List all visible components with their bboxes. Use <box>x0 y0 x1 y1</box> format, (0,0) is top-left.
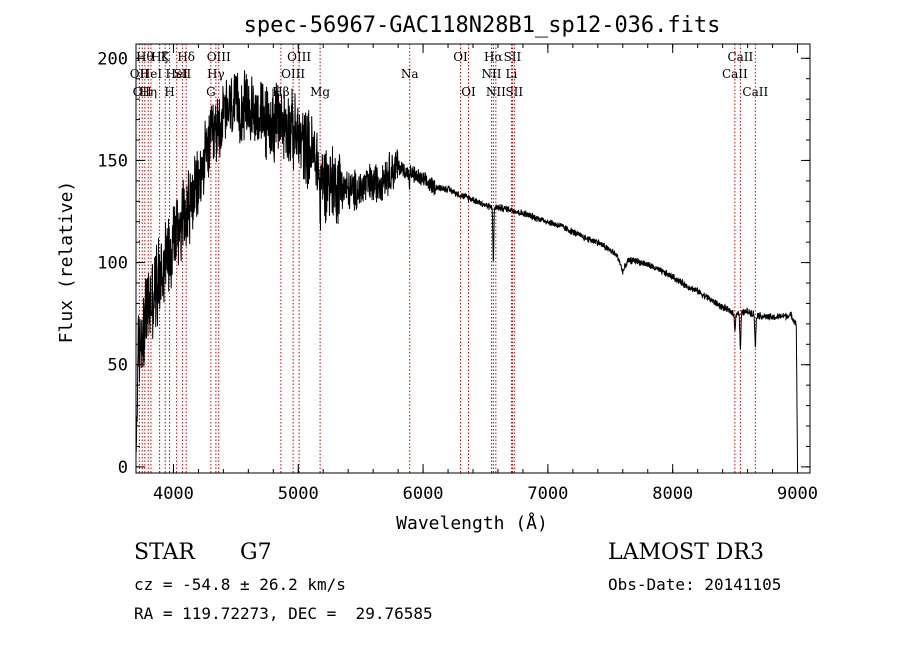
spectrum-line <box>135 70 798 467</box>
spectral-line-label: HeI <box>140 67 163 81</box>
spectral-line-label: NII <box>481 67 501 81</box>
spectral-line-label: Hζ <box>151 50 168 64</box>
spectral-line-label: HeI <box>166 67 189 81</box>
x-tick-label: 5000 <box>278 484 319 504</box>
y-tick-label: 150 <box>97 151 128 171</box>
spectral-line-label: OIII <box>281 67 305 81</box>
y-tick-label: 100 <box>97 254 128 274</box>
spectral-line-label: CaII <box>727 50 753 64</box>
spectral-line-label: Mg <box>310 85 330 99</box>
survey-name: LAMOST DR3 <box>608 540 764 565</box>
spectral-line-label: OIII <box>207 50 231 64</box>
line-markers <box>138 44 756 473</box>
y-axis-label: Flux (relative) <box>56 181 77 344</box>
spectral-line-label: G <box>206 85 216 99</box>
spectral-line-label: Li <box>506 67 518 81</box>
spectral-line-label: OIII <box>287 50 311 64</box>
x-tick-label: 4000 <box>153 484 194 504</box>
spectral-line-label: SII <box>174 67 192 81</box>
spectral-subclass: G7 <box>240 540 272 565</box>
line-marker-labels: OIIOIIHθHηHeIHζKHHeISIIHδGHγOIIIHβOIIIOI… <box>130 50 769 99</box>
spectral-line-label: H <box>164 85 174 99</box>
spectral-line-label: Hη <box>139 85 157 99</box>
spectral-line-label: SII <box>504 50 522 64</box>
spectral-line-label: CaII <box>722 67 748 81</box>
x-axis-ticks: 4000 5000 6000 7000 8000 9000 <box>153 44 818 504</box>
chart-title: spec-56967-GAC118N28B1_sp12-036.fits <box>244 13 721 38</box>
spectral-line-label: OI <box>461 85 476 99</box>
observation-date: Obs-Date: 20141105 <box>608 575 782 594</box>
spectral-line-label: OII <box>130 67 150 81</box>
spectral-line-label: K <box>161 50 171 64</box>
y-tick-label: 0 <box>118 458 128 478</box>
spectral-line-label: NII <box>486 85 506 99</box>
redshift-velocity: cz = -54.8 ± 26.2 km/s <box>134 575 346 594</box>
spectral-line-label: Hβ <box>272 85 289 99</box>
y-axis-ticks: 0 50 100 150 200 <box>97 49 810 478</box>
x-tick-label: 6000 <box>403 484 444 504</box>
spectral-line-label: OI <box>453 50 468 64</box>
x-tick-label: 9000 <box>777 484 818 504</box>
y-tick-label: 200 <box>97 49 128 69</box>
coordinates: RA = 119.72273, DEC = 29.76585 <box>134 604 433 623</box>
spectral-line-label: Na <box>401 67 419 81</box>
y-tick-label: 50 <box>108 356 128 376</box>
spectral-line-label: Hγ <box>207 67 225 81</box>
x-axis-label: Wavelength (Å) <box>396 512 548 534</box>
spectral-line-label: Hθ <box>136 50 154 64</box>
object-class: STAR <box>134 540 195 565</box>
spectral-line-label: Hα <box>484 50 503 64</box>
spectral-line-label: OII <box>133 85 153 99</box>
spectral-line-label: Hδ <box>177 50 195 64</box>
spectral-line-label: CaII <box>742 85 768 99</box>
x-tick-label: 8000 <box>652 484 693 504</box>
x-tick-label: 7000 <box>527 484 568 504</box>
spectral-line-label: SII <box>505 85 523 99</box>
